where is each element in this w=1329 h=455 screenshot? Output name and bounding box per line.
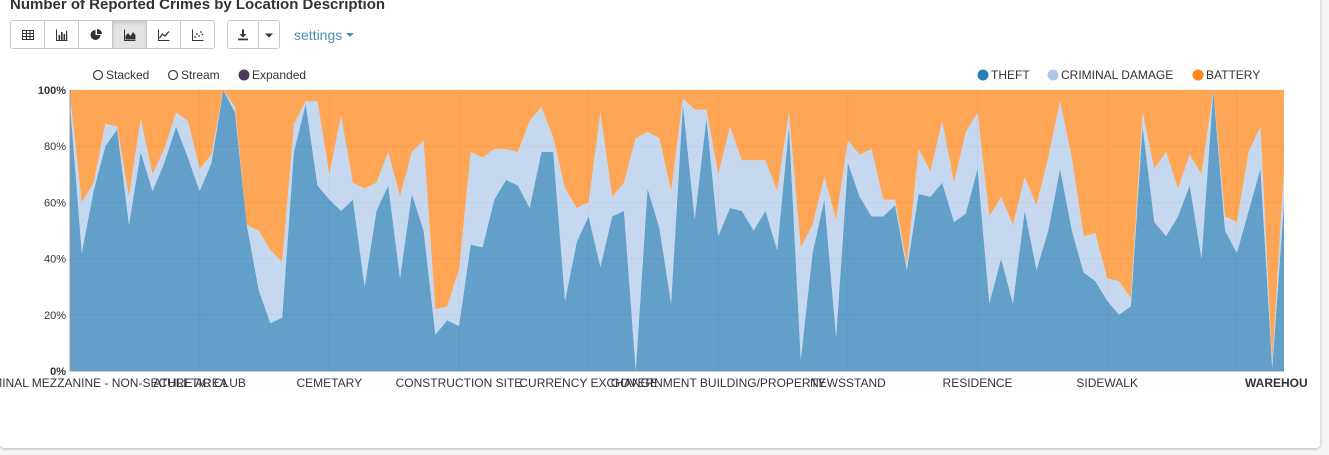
download-button[interactable] xyxy=(228,21,259,48)
x-tick-label: GOVERNMENT BUILDING/PROPERTY xyxy=(611,376,826,390)
x-tick-label: CONSTRUCTION SITE xyxy=(396,376,523,390)
expanded-label: Expanded xyxy=(252,68,306,82)
stream-radio-icon[interactable] xyxy=(167,69,179,81)
x-tick-label: AIRPORT TERMINAL MEZZANINE - NON-SECURE … xyxy=(0,376,228,390)
pie-chart-icon xyxy=(90,28,102,40)
x-tick-label: CEMETARY xyxy=(297,376,363,390)
legend-item-battery[interactable]: BATTERY xyxy=(1192,68,1261,82)
legend-item-theft[interactable]: THEFT xyxy=(977,68,1031,82)
expanded-control[interactable]: Expanded xyxy=(238,68,306,82)
stream-control[interactable]: Stream xyxy=(167,68,220,82)
chart-toolbar: settings xyxy=(10,20,355,49)
x-tick-label: NEWSSTAND xyxy=(810,376,886,390)
settings-label: settings xyxy=(294,26,343,43)
download-icon xyxy=(238,29,248,40)
download-group xyxy=(227,20,280,49)
legend-label: BATTERY xyxy=(1206,68,1260,82)
table-icon xyxy=(21,29,34,40)
view-type-group xyxy=(10,20,215,49)
download-menu-button[interactable] xyxy=(259,21,279,48)
stacked-radio-icon[interactable] xyxy=(92,69,104,81)
x-axis: AIRPORT TERMINAL MEZZANINE - NON-SECURE … xyxy=(0,371,1324,390)
legend: THEFT CRIMINAL DAMAGE BATTERY xyxy=(977,68,1261,82)
line-view-button[interactable] xyxy=(147,21,181,48)
x-tick-label: SIDEWALK xyxy=(1076,376,1138,390)
legend-dot-icon xyxy=(1192,69,1204,81)
area-chart-icon xyxy=(123,29,135,41)
area-criminal-damage[interactable] xyxy=(70,90,1284,371)
caret-down-icon xyxy=(265,33,273,37)
chevron-down-icon xyxy=(346,32,355,37)
legend-dot-icon xyxy=(977,69,989,81)
area-battery[interactable] xyxy=(70,90,1284,363)
y-tick-label: 100% xyxy=(38,85,66,97)
x-tick-label: WAREHOUSE xyxy=(1245,376,1324,390)
stream-label: Stream xyxy=(181,68,220,82)
scatter-chart-icon xyxy=(191,29,203,41)
stacked-label: Stacked xyxy=(106,68,149,82)
y-tick-label: 80% xyxy=(44,141,66,153)
legend-label: CRIMINAL DAMAGE xyxy=(1061,68,1173,82)
expanded-radio-icon[interactable] xyxy=(238,69,250,81)
y-tick-label: 20% xyxy=(44,310,66,322)
area-theft[interactable] xyxy=(70,90,1284,371)
stacked-control[interactable]: Stacked xyxy=(92,68,150,82)
line-chart-icon xyxy=(157,29,169,41)
area-layer xyxy=(70,90,1284,371)
y-tick-label: 60% xyxy=(44,197,66,209)
legend-label: THEFT xyxy=(991,68,1030,82)
bar-chart-icon xyxy=(55,29,67,41)
scatter-view-button[interactable] xyxy=(181,21,214,48)
bar-view-button[interactable] xyxy=(45,21,79,48)
y-tick-label: 40% xyxy=(44,254,66,266)
settings-dropdown[interactable]: settings xyxy=(294,26,355,43)
y-axis: 0% 20% 40% 60% 80% 100% xyxy=(38,85,71,378)
x-tick-label: CURRENCY EXCHANGE xyxy=(519,376,657,390)
area-view-button[interactable] xyxy=(113,21,147,48)
legend-dot-icon xyxy=(1047,69,1059,81)
mode-controls: Stacked Stream Expanded xyxy=(92,68,306,82)
table-view-button[interactable] xyxy=(11,21,45,48)
y-tick-label: 0% xyxy=(50,366,66,378)
x-tick-label: RESIDENCE xyxy=(943,376,1013,390)
pie-view-button[interactable] xyxy=(79,21,113,48)
x-tick-label: ATHLETIC CLUB xyxy=(153,376,245,390)
chart-title: Number of Reported Crimes by Location De… xyxy=(10,0,386,13)
legend-item-criminal-damage[interactable]: CRIMINAL DAMAGE xyxy=(1047,68,1174,82)
